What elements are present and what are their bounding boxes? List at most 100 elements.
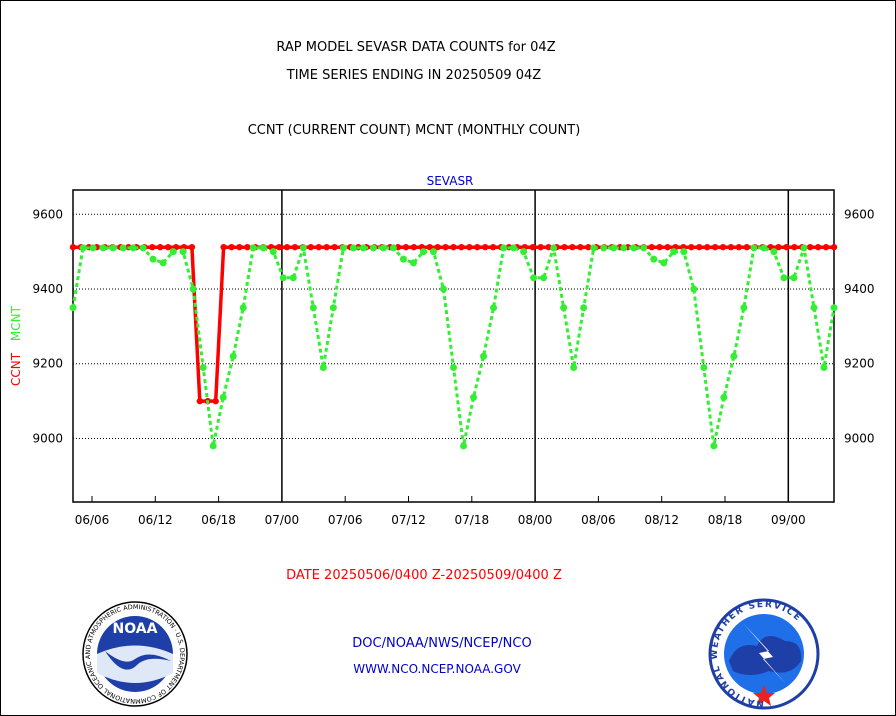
- point-ccnt: [822, 243, 830, 251]
- point-mcnt: [429, 248, 437, 256]
- x-tick-label: 06/18: [201, 513, 236, 527]
- point-mcnt: [760, 244, 768, 252]
- y-label-mcnt: MCNT: [9, 305, 23, 341]
- point-mcnt: [510, 244, 518, 252]
- y-tick-label-left: 9000: [32, 431, 63, 445]
- point-mcnt: [480, 352, 488, 360]
- point-ccnt: [791, 243, 798, 251]
- point-mcnt: [590, 244, 598, 252]
- point-mcnt: [720, 393, 728, 401]
- point-ccnt: [743, 243, 751, 251]
- point-ccnt: [830, 243, 838, 251]
- point-mcnt: [790, 274, 798, 282]
- point-ccnt: [585, 243, 592, 251]
- point-mcnt: [159, 259, 167, 267]
- footer-org: DOC/NOAA/NWS/NCEP/NCO: [352, 636, 531, 651]
- point-mcnt: [700, 363, 708, 371]
- point-ccnt: [164, 243, 172, 251]
- point-mcnt: [830, 304, 838, 312]
- point-mcnt: [670, 248, 678, 256]
- point-ccnt: [545, 243, 552, 251]
- point-mcnt: [229, 352, 237, 360]
- point-mcnt: [119, 244, 127, 252]
- point-mcnt: [79, 244, 87, 252]
- point-mcnt: [800, 244, 808, 252]
- point-ccnt: [307, 243, 315, 251]
- noaa-ring-text: NATIONAL OCEANIC AND ATMOSPHERIC ADMINIS…: [1, 1, 186, 705]
- point-ccnt: [719, 243, 727, 251]
- plot-frame: [72, 189, 835, 503]
- x-tick-label: 07/12: [391, 513, 426, 527]
- point-mcnt: [369, 244, 377, 252]
- point-mcnt: [319, 363, 327, 371]
- svg-text:NATIONAL OCEANIC AND ATMOSPHER: NATIONAL OCEANIC AND ATMOSPHERIC ADMINIS…: [1, 1, 186, 705]
- point-ccnt: [688, 243, 695, 251]
- point-ccnt: [775, 243, 782, 251]
- point-mcnt: [580, 304, 588, 312]
- y-tick-label-left: 9400: [32, 282, 63, 296]
- point-ccnt: [156, 243, 164, 251]
- point-ccnt: [426, 243, 433, 251]
- point-ccnt: [450, 243, 457, 251]
- point-mcnt: [199, 363, 207, 371]
- svg-text:CCNT MCNT: CCNT MCNT: [9, 305, 23, 386]
- point-ccnt: [489, 243, 497, 251]
- point-ccnt: [537, 243, 544, 251]
- point-mcnt: [409, 259, 417, 267]
- point-ccnt: [648, 243, 655, 251]
- x-tick-label: 06/06: [75, 513, 110, 527]
- point-ccnt: [664, 243, 671, 251]
- point-mcnt: [810, 304, 818, 312]
- point-mcnt: [540, 274, 548, 282]
- noaa-logo: NOAA NATIONAL OCEANIC AND ATMOSPHERIC AD…: [1, 1, 188, 707]
- point-mcnt: [710, 442, 718, 450]
- point-ccnt: [703, 243, 711, 251]
- series-line-mcnt: [71, 246, 836, 447]
- point-mcnt: [289, 274, 297, 282]
- point-mcnt: [820, 363, 828, 371]
- point-ccnt: [569, 243, 576, 251]
- point-ccnt: [275, 243, 283, 251]
- point-mcnt: [490, 304, 498, 312]
- point-mcnt: [630, 244, 638, 252]
- point-ccnt: [783, 243, 790, 251]
- point-ccnt: [696, 243, 703, 251]
- point-mcnt: [189, 285, 197, 293]
- point-mcnt: [129, 244, 137, 252]
- point-ccnt: [656, 243, 663, 251]
- x-tick-label: 08/00: [518, 513, 553, 527]
- point-ccnt: [402, 243, 410, 251]
- point-mcnt: [770, 248, 778, 256]
- y-tick-label-right: 9000: [844, 431, 875, 445]
- point-mcnt: [259, 244, 267, 252]
- point-mcnt: [359, 244, 367, 252]
- point-mcnt: [209, 442, 217, 450]
- point-ccnt: [434, 243, 441, 251]
- point-mcnt: [740, 304, 748, 312]
- y-tick-label-right: 9200: [844, 357, 875, 371]
- point-mcnt: [520, 248, 528, 256]
- x-tick-label: 08/12: [644, 513, 679, 527]
- point-mcnt: [690, 285, 698, 293]
- point-mcnt: [249, 244, 257, 252]
- chart-title-line2: TIME SERIES ENDING IN 20250509 04Z: [286, 68, 542, 83]
- footer-url: WWW.NCO.NCEP.NOAA.GOV: [353, 662, 521, 676]
- point-mcnt: [299, 244, 307, 252]
- point-mcnt: [99, 244, 107, 252]
- point-mcnt: [640, 244, 648, 252]
- point-ccnt: [577, 243, 584, 251]
- point-ccnt: [735, 243, 743, 251]
- point-ccnt: [283, 243, 291, 251]
- chart-title-line1: RAP MODEL SEVASR DATA COUNTS for 04Z: [276, 40, 555, 55]
- point-mcnt: [570, 363, 578, 371]
- point-ccnt: [814, 243, 822, 251]
- point-mcnt: [419, 248, 427, 256]
- date-range: DATE 20250506/0400 Z-20250509/0400 Z: [286, 568, 562, 583]
- point-ccnt: [482, 243, 489, 251]
- y-tick-label-left: 9200: [32, 357, 63, 371]
- point-ccnt: [529, 243, 536, 251]
- point-mcnt: [550, 244, 558, 252]
- x-tick-label: 07/06: [328, 513, 363, 527]
- point-mcnt: [309, 304, 317, 312]
